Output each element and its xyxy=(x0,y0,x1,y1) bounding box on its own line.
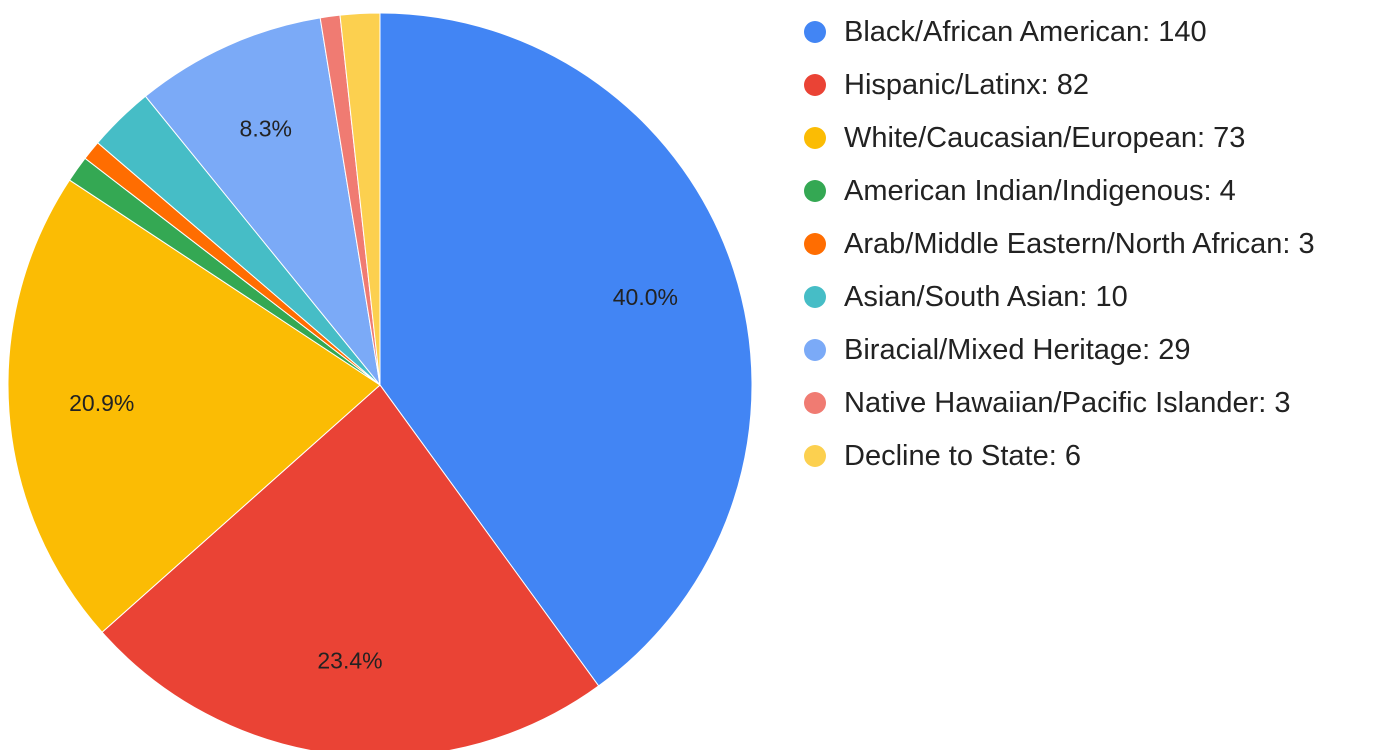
legend-item: American Indian/Indigenous: 4 xyxy=(800,173,1360,209)
slice-label: 23.4% xyxy=(317,647,382,673)
legend-item: Arab/Middle Eastern/North African: 3 xyxy=(800,226,1360,262)
legend-swatch xyxy=(804,233,826,255)
legend-label: Hispanic/Latinx: 82 xyxy=(844,69,1090,101)
slice-label: 20.9% xyxy=(69,390,134,416)
slice xyxy=(144,17,381,387)
legend-swatch xyxy=(804,127,826,149)
slice-label: 8.3% xyxy=(240,116,292,142)
legend-label: Biracial/Mixed Heritage: 29 xyxy=(844,334,1191,366)
legend-swatch xyxy=(804,339,826,361)
pie: 40.0% 23.4% 20.9% 8.3% xyxy=(7,12,753,750)
legend-label: Decline to State: 6 xyxy=(844,440,1081,472)
legend-swatch xyxy=(804,180,826,202)
legend-item: Decline to State: 6 xyxy=(800,438,1360,474)
legend-swatch xyxy=(804,74,826,96)
slice xyxy=(339,12,381,386)
slice xyxy=(379,12,753,687)
legend-label: Arab/Middle Eastern/North African: 3 xyxy=(844,228,1315,260)
slice xyxy=(7,179,381,633)
legend-label: Black/African American: 140 xyxy=(844,16,1207,48)
legend-swatch xyxy=(804,21,826,43)
legend-swatch xyxy=(804,392,826,414)
slice xyxy=(101,384,600,750)
legend-item: Black/African American: 140 xyxy=(800,14,1360,50)
legend-label: Native Hawaiian/Pacific Islander: 3 xyxy=(844,387,1291,419)
legend-swatch xyxy=(804,445,826,467)
legend-item: White/Caucasian/European: 73 xyxy=(800,120,1360,156)
legend-item: Asian/South Asian: 10 xyxy=(800,279,1360,315)
slice-label: 40.0% xyxy=(613,284,678,310)
legend: Black/African American: 140 Hispanic/Lati… xyxy=(800,14,1360,491)
legend-item: Native Hawaiian/Pacific Islander: 3 xyxy=(800,385,1360,421)
legend-swatch xyxy=(804,286,826,308)
legend-label: American Indian/Indigenous: 4 xyxy=(844,175,1236,207)
legend-label: Asian/South Asian: 10 xyxy=(844,281,1128,313)
legend-item: Biracial/Mixed Heritage: 29 xyxy=(800,332,1360,368)
legend-label: White/Caucasian/European: 73 xyxy=(844,122,1246,154)
legend-item: Hispanic/Latinx: 82 xyxy=(800,67,1360,103)
